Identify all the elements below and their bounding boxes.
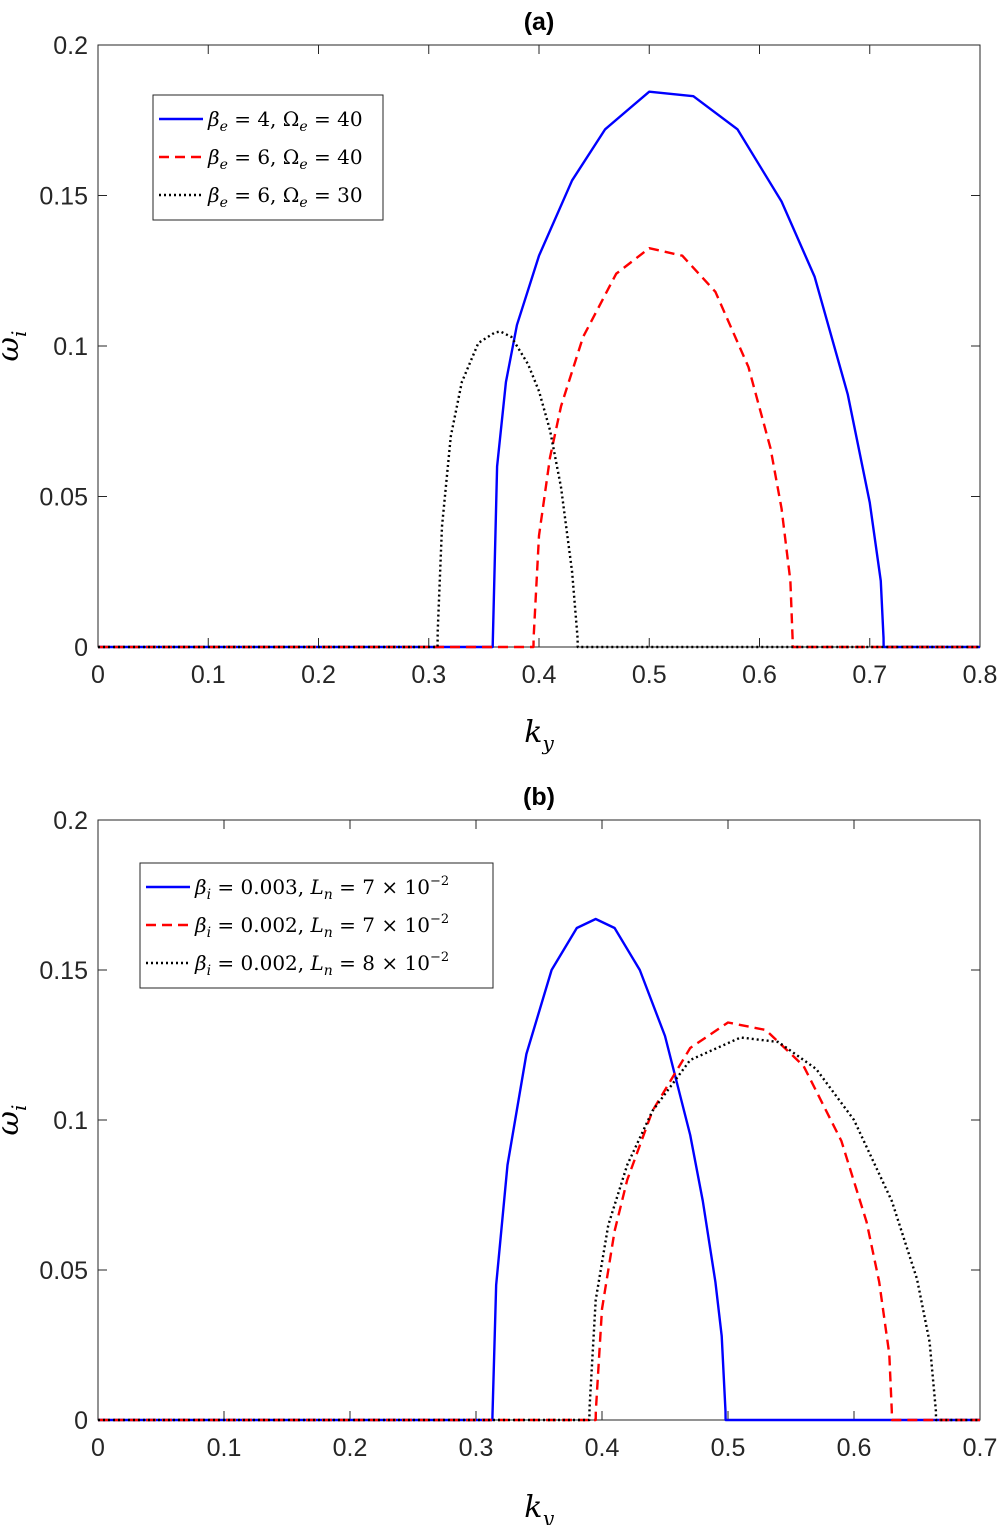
legend-symbol: L xyxy=(310,875,324,899)
legend-superscript: −2 xyxy=(430,950,449,965)
series-line-2 xyxy=(98,246,980,649)
legend-subscript: e xyxy=(220,157,228,173)
legend-subscript: i xyxy=(207,925,211,941)
y-axis-label-sub: i xyxy=(7,331,31,337)
y-tick-label: 0.05 xyxy=(39,1257,88,1285)
y-axis-label-base: ω xyxy=(0,1111,26,1135)
legend-symbol: L xyxy=(310,913,324,937)
legend-symbol: β xyxy=(194,913,207,937)
y-tick-label: 0 xyxy=(74,634,88,662)
x-axis-label-base: k xyxy=(524,715,542,750)
y-axis-label-sub: i xyxy=(7,1105,31,1111)
x-tick-label: 0.7 xyxy=(852,661,887,689)
legend-entry-1: βe = 4, Ωe = 40 xyxy=(207,107,363,135)
legend-symbol: β xyxy=(207,107,220,131)
legend-value: = 0.003, xyxy=(211,875,310,899)
y-tick-label: 0.2 xyxy=(53,807,88,835)
x-tick-label: 0.6 xyxy=(742,661,777,689)
legend-value: = 7 × 10 xyxy=(333,913,430,937)
series-line-1 xyxy=(98,917,980,1422)
legend-subscript: e xyxy=(220,119,228,135)
x-tick-label: 0.3 xyxy=(459,1434,494,1462)
x-tick-label: 0 xyxy=(91,661,105,689)
legend-subscript: n xyxy=(324,887,333,903)
legend-box xyxy=(152,94,384,221)
y-tick-label: 0.2 xyxy=(53,32,88,60)
legend-value: = 30 xyxy=(308,183,363,207)
x-tick-label: 0.2 xyxy=(301,661,336,689)
legend-symbol: Ω xyxy=(283,183,300,207)
chart-title: (a) xyxy=(524,8,555,36)
y-axis-label: ωi xyxy=(0,331,31,362)
legend-symbol: β xyxy=(207,145,220,169)
legend-value: = 40 xyxy=(308,145,363,169)
series-line-2 xyxy=(98,1021,980,1422)
x-tick-label: 0.1 xyxy=(207,1434,242,1462)
x-axis-label-sub: y xyxy=(541,1506,554,1525)
legend-symbol: L xyxy=(310,951,324,975)
y-tick-label: 0 xyxy=(74,1407,88,1435)
series-line-1 xyxy=(98,90,980,649)
legend-value: = 7 × 10 xyxy=(333,875,430,899)
legend-superscript: −2 xyxy=(430,874,449,889)
legend-value: = 6, xyxy=(228,183,283,207)
legend-subscript: e xyxy=(299,119,307,135)
x-tick-label: 0.8 xyxy=(963,661,998,689)
x-tick-label: 0.4 xyxy=(522,661,557,689)
legend-subscript: n xyxy=(324,963,333,979)
legend-value: = 40 xyxy=(308,107,363,131)
y-tick-label: 0.05 xyxy=(39,484,88,512)
legend: βi = 0.003, Ln = 7 × 10−2βi = 0.002, Ln … xyxy=(139,862,494,989)
legend-subscript: n xyxy=(324,925,333,941)
legend-value: = 8 × 10 xyxy=(333,951,430,975)
legend-symbol: β xyxy=(194,875,207,899)
x-tick-label: 0.4 xyxy=(585,1434,620,1462)
chart-title: (b) xyxy=(523,783,555,811)
x-tick-label: 0 xyxy=(91,1434,105,1462)
legend-subscript: i xyxy=(207,963,211,979)
chart-panel-b: (b) 0 0.1 0.2 0.3 0.4 0.5 0.6 0.7 0 0.05 0.1 0.15 0.2… xyxy=(0,783,997,1525)
legend-value: = 4, xyxy=(228,107,283,131)
y-tick-label: 0.1 xyxy=(53,333,88,361)
legend-value: = 0.002, xyxy=(211,913,310,937)
legend-entry-3: βe = 6, Ωe = 30 xyxy=(207,183,363,211)
legend-subscript: e xyxy=(220,195,228,211)
x-axis-label-base: k xyxy=(524,1490,542,1525)
y-tick-label: 0.15 xyxy=(39,183,88,211)
x-tick-label: 0.6 xyxy=(837,1434,872,1462)
x-tick-label: 0.2 xyxy=(333,1434,368,1462)
x-axis-label: ky xyxy=(524,1490,554,1525)
legend-symbol: Ω xyxy=(283,145,300,169)
legend-subscript: e xyxy=(299,157,307,173)
legend-entry-2: βi = 0.002, Ln = 7 × 10−2 xyxy=(194,912,449,941)
legend-symbol: β xyxy=(207,183,220,207)
series-line-3 xyxy=(98,330,980,649)
legend-symbol: Ω xyxy=(283,107,300,131)
chart-panel-a: (a) 0 0.1 0.2 0.3 0.4 0.5 0.6 0.7 0.8 0 0.05 0.1 0.15… xyxy=(0,8,997,755)
x-tick-label: 0.7 xyxy=(963,1434,998,1462)
legend-superscript: −2 xyxy=(430,912,449,927)
legend-symbol: β xyxy=(194,951,207,975)
x-axis-label: ky xyxy=(524,715,554,755)
legend-entry-3: βi = 0.002, Ln = 8 × 10−2 xyxy=(194,950,449,979)
legend-value: = 6, xyxy=(228,145,283,169)
x-tick-label: 0.5 xyxy=(711,1434,746,1462)
y-tick-label: 0.15 xyxy=(39,957,88,985)
legend-value: = 0.002, xyxy=(211,951,310,975)
legend-box xyxy=(139,862,494,989)
y-tick-label: 0.1 xyxy=(53,1107,88,1135)
y-axis-label: ωi xyxy=(0,1105,31,1136)
x-axis-label-sub: y xyxy=(541,731,554,755)
x-tick-label: 0.1 xyxy=(191,661,226,689)
x-tick-label: 0.3 xyxy=(411,661,446,689)
legend-entry-2: βe = 6, Ωe = 40 xyxy=(207,145,363,173)
legend-subscript: i xyxy=(207,887,211,903)
legend-subscript: e xyxy=(299,195,307,211)
legend-entry-1: βi = 0.003, Ln = 7 × 10−2 xyxy=(194,874,449,903)
x-tick-label: 0.5 xyxy=(632,661,667,689)
y-axis-label-base: ω xyxy=(0,337,26,361)
